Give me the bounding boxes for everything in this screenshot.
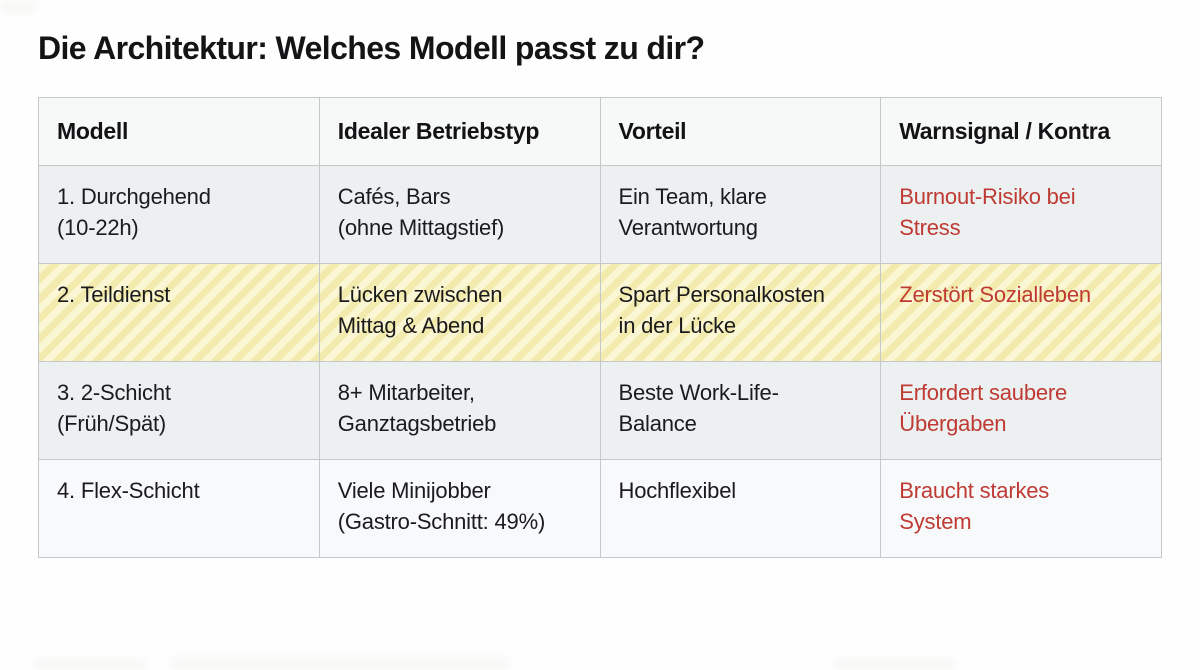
column-header-betriebstyp: Idealer Betriebstyp [318,97,601,166]
table-row-2-schicht: 3. 2-Schicht (Früh/Spät) 8+ Mitarbeiter,… [38,361,1162,460]
table-row-flex-schicht: 4. Flex-Schicht Viele Minijobber (Gastro… [38,459,1162,558]
bottom-edge-artifact [170,656,510,670]
column-header-modell: Modell [38,97,320,166]
cell-modell: 4. Flex-Schicht [38,459,320,558]
cell-betriebstyp: Cafés, Bars (ohne Mittagstief) [318,165,601,264]
cell-modell: 1. Durchgehend (10-22h) [38,165,320,264]
cell-betriebstyp: Lücken zwischen Mittag & Abend [318,263,601,362]
column-header-warnsignal: Warnsignal / Kontra [880,97,1162,166]
cell-warnsignal: Braucht starkes System [880,459,1162,558]
table-header-row: Modell Idealer Betriebstyp Vorteil Warns… [38,97,1162,166]
cell-warnsignal: Zerstört Sozialleben [880,263,1162,362]
bottom-edge-artifact [35,658,145,670]
cell-warnsignal: Erfordert saubere Übergaben [880,361,1162,460]
column-header-vorteil: Vorteil [599,97,882,166]
cell-vorteil: Beste Work-Life- Balance [599,361,882,460]
cell-vorteil: Spart Personalkosten in der Lücke [599,263,882,362]
table-row-durchgehend: 1. Durchgehend (10-22h) Cafés, Bars (ohn… [38,165,1162,264]
top-left-frame-artifact [0,0,36,14]
cell-modell: 2. Teildienst [38,263,320,362]
page-title: Die Architektur: Welches Modell passt zu… [38,30,705,66]
model-comparison-table: Modell Idealer Betriebstyp Vorteil Warns… [38,97,1162,558]
cell-betriebstyp: Viele Minijobber (Gastro-Schnitt: 49%) [318,459,601,558]
cell-vorteil: Hochflexibel [599,459,882,558]
cell-vorteil: Ein Team, klare Verantwortung [599,165,882,264]
bottom-edge-artifact [835,658,955,670]
cell-betriebstyp: 8+ Mitarbeiter, Ganztagsbetrieb [318,361,601,460]
cell-warnsignal: Burnout-Risiko bei Stress [880,165,1162,264]
cell-modell: 3. 2-Schicht (Früh/Spät) [38,361,320,460]
table-row-teildienst-highlighted: 2. Teildienst Lücken zwischen Mittag & A… [38,263,1162,362]
